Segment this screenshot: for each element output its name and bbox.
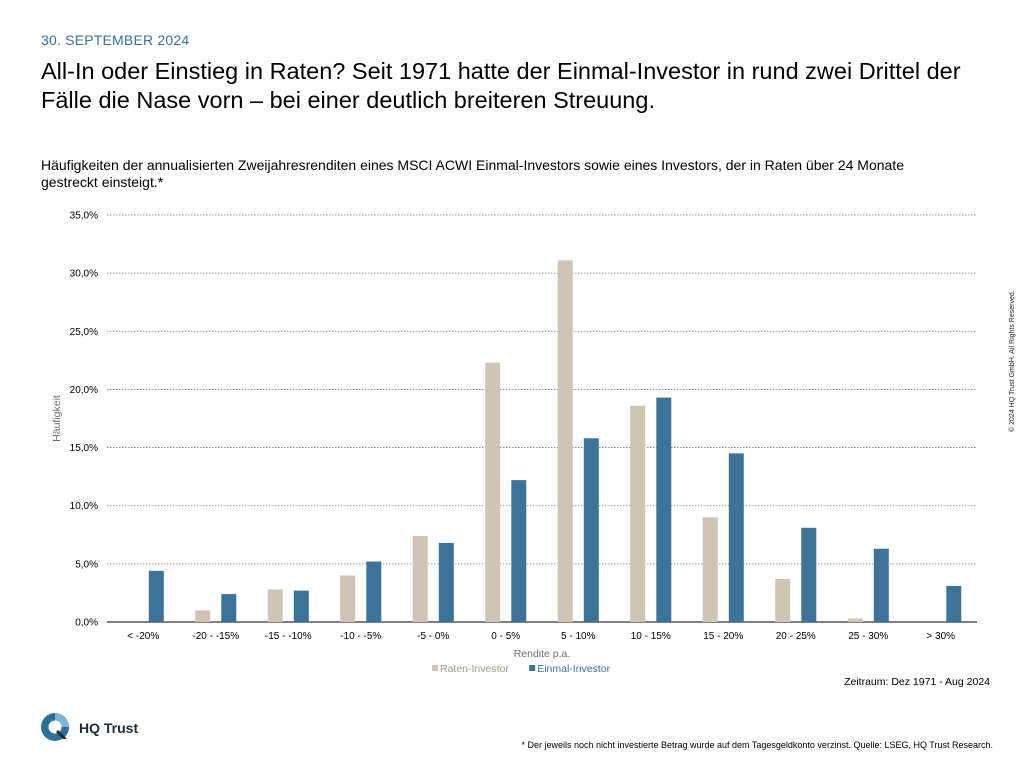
x-tick-label: -5 - 0% xyxy=(417,631,449,642)
bar-chart: 0,0% 5,0% 10,0% 15,0% 20,0% 25,0% 30,0% 35,0% < … xyxy=(51,211,977,675)
bar-raten-2 xyxy=(267,589,283,622)
y-tick-label: 15,0% xyxy=(70,443,98,454)
bar-raten-9 xyxy=(775,578,791,622)
x-axis-title: Rendite p.a. xyxy=(514,648,571,660)
bar-raten-10 xyxy=(847,618,863,622)
bar-einmal-9 xyxy=(801,527,817,622)
copyright-notice: © 2024 HQ Trust GmbH. All Rights Reserve… xyxy=(1009,290,1016,432)
page-title: All-In oder Einstieg in Raten? Seit 1971… xyxy=(41,58,961,113)
x-tick-label: 15 - 20% xyxy=(703,631,743,642)
x-tick-label: -10 - -5% xyxy=(340,631,381,642)
bar-einmal-10 xyxy=(873,548,889,622)
bar-einmal-8 xyxy=(728,453,744,622)
x-tick-label: -15 - -10% xyxy=(265,631,312,642)
x-tick-label: 0 - 5% xyxy=(491,631,520,642)
bar-einmal-5 xyxy=(511,480,527,622)
period-note: Zeitraum: Dez 1971 - Aug 2024 xyxy=(844,676,990,688)
x-tick-label: 25 - 30% xyxy=(848,631,888,642)
bar-raten-6 xyxy=(557,260,573,622)
y-tick-label: 20,0% xyxy=(70,385,98,396)
chart-title: Häufigkeiten der annualisierten Zweijahr… xyxy=(41,157,904,190)
x-tick-label: 5 - 10% xyxy=(561,631,596,642)
bar-einmal-4 xyxy=(438,542,454,622)
y-axis-title: Häufigkeit xyxy=(51,395,63,442)
footnote: * Der jeweils noch nicht investierte Bet… xyxy=(521,740,993,750)
bar-einmal-0 xyxy=(148,570,164,622)
y-tick-label: 5,0% xyxy=(75,559,98,570)
y-tick-label: 0,0% xyxy=(75,618,98,629)
bar-raten-4 xyxy=(412,535,428,622)
bar-einmal-7 xyxy=(656,397,672,622)
bar-raten-7 xyxy=(630,405,646,622)
brand-name: HQ Trust xyxy=(79,720,139,736)
legend-label: Raten-Investor xyxy=(440,663,509,675)
legend-swatch xyxy=(529,665,536,671)
bar-raten-1 xyxy=(195,610,211,622)
x-tick-label: > 30% xyxy=(926,631,955,642)
y-tick-label: 35,0% xyxy=(70,211,98,222)
legend-label: Einmal-Investor xyxy=(537,663,610,675)
hq-trust-logo-icon xyxy=(41,713,69,741)
x-tick-label: < -20% xyxy=(127,631,159,642)
hq-trust-logo: HQ Trust xyxy=(40,712,138,744)
y-tick-label: 10,0% xyxy=(70,501,98,512)
bar-einmal-11 xyxy=(946,585,962,622)
bar-raten-3 xyxy=(340,575,356,622)
bar-raten-5 xyxy=(485,362,501,622)
bar-einmal-1 xyxy=(221,594,237,622)
y-tick-label: 30,0% xyxy=(70,269,98,280)
bar-einmal-2 xyxy=(293,590,309,622)
x-tick-label: 20 - 25% xyxy=(776,631,816,642)
legend-swatch xyxy=(432,665,438,671)
date-label: 30. SEPTEMBER 2024 xyxy=(41,32,190,48)
bar-einmal-3 xyxy=(366,561,382,622)
bar-raten-8 xyxy=(702,517,718,622)
x-tick-label: 10 - 15% xyxy=(631,631,671,642)
x-tick-label: -20 - -15% xyxy=(192,631,239,642)
bar-einmal-6 xyxy=(583,438,599,622)
y-tick-label: 25,0% xyxy=(70,327,98,338)
